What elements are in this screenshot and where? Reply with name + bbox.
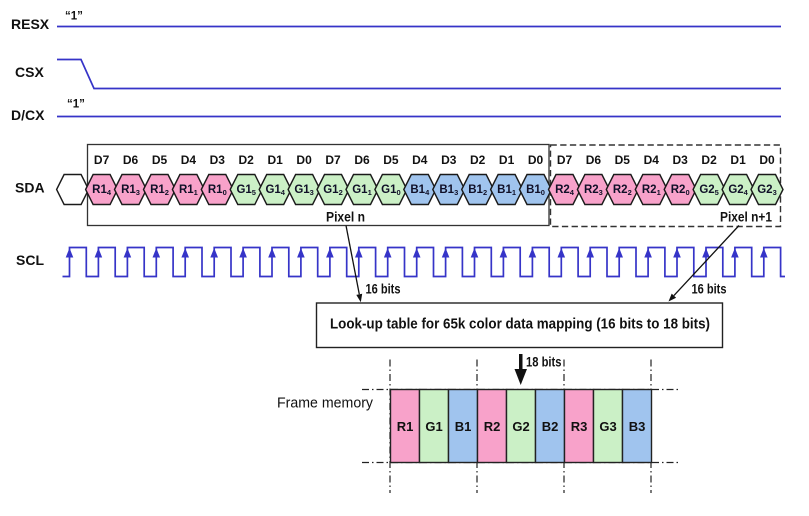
svg-text:“1”: “1” [67, 99, 85, 111]
svg-text:CSX: CSX [15, 64, 44, 80]
svg-text:16 bits: 16 bits [366, 282, 401, 297]
svg-text:D6: D6 [586, 153, 602, 167]
svg-text:D4: D4 [412, 153, 428, 167]
svg-text:R12: R12 [150, 184, 169, 197]
svg-text:R24: R24 [555, 184, 575, 197]
svg-text:D3: D3 [441, 153, 457, 167]
svg-text:B2: B2 [542, 419, 559, 434]
svg-text:D7: D7 [94, 153, 110, 167]
svg-text:D1: D1 [730, 153, 746, 167]
svg-text:D7: D7 [557, 153, 573, 167]
svg-text:Look-up table for 65k color da: Look-up table for 65k color data mapping… [330, 316, 710, 333]
svg-text:G15: G15 [236, 184, 256, 197]
svg-text:D0: D0 [296, 153, 312, 167]
svg-text:SCL: SCL [16, 252, 44, 268]
svg-text:R10: R10 [208, 184, 227, 197]
svg-text:“1”: “1” [65, 11, 83, 23]
svg-text:D4: D4 [181, 153, 197, 167]
svg-text:B10: B10 [526, 184, 545, 197]
svg-text:R21: R21 [642, 184, 661, 197]
svg-text:D6: D6 [354, 153, 370, 167]
svg-text:G13: G13 [294, 184, 314, 197]
svg-text:G14: G14 [265, 184, 285, 197]
svg-text:R1: R1 [397, 419, 414, 434]
svg-text:18 bits: 18 bits [526, 355, 562, 370]
svg-text:B14: B14 [410, 184, 430, 197]
svg-text:G1: G1 [425, 419, 442, 434]
svg-text:Pixel n: Pixel n [326, 210, 365, 225]
svg-text:R20: R20 [671, 184, 690, 197]
svg-text:R2: R2 [484, 419, 501, 434]
svg-text:D3: D3 [673, 153, 689, 167]
svg-text:D5: D5 [615, 153, 631, 167]
svg-text:D7: D7 [325, 153, 341, 167]
svg-text:B13: B13 [439, 184, 458, 197]
svg-text:D3: D3 [210, 153, 226, 167]
svg-text:D/CX: D/CX [11, 107, 45, 123]
svg-text:SDA: SDA [15, 180, 45, 196]
svg-text:R3: R3 [571, 419, 588, 434]
svg-text:D6: D6 [123, 153, 139, 167]
svg-text:G10: G10 [381, 184, 401, 197]
svg-text:R14: R14 [92, 184, 112, 197]
svg-text:B11: B11 [497, 184, 516, 197]
svg-text:Frame memory: Frame memory [277, 395, 373, 412]
svg-text:Pixel n+1: Pixel n+1 [720, 210, 772, 225]
svg-text:B3: B3 [629, 419, 646, 434]
svg-text:R22: R22 [613, 184, 632, 197]
svg-text:G24: G24 [728, 184, 748, 197]
svg-text:G2: G2 [512, 419, 529, 434]
svg-text:R13: R13 [121, 184, 140, 197]
svg-text:D2: D2 [701, 153, 717, 167]
svg-text:D5: D5 [383, 153, 399, 167]
svg-text:D1: D1 [268, 153, 284, 167]
svg-text:B12: B12 [468, 184, 487, 197]
svg-text:G11: G11 [352, 184, 372, 197]
svg-text:D1: D1 [499, 153, 515, 167]
svg-text:B1: B1 [455, 419, 472, 434]
svg-text:G3: G3 [599, 419, 616, 434]
svg-text:D2: D2 [470, 153, 486, 167]
svg-text:RESX: RESX [11, 16, 50, 32]
svg-text:16 bits: 16 bits [692, 282, 727, 297]
svg-text:G23: G23 [757, 184, 777, 197]
svg-text:D4: D4 [644, 153, 660, 167]
svg-text:G25: G25 [699, 184, 719, 197]
svg-text:D2: D2 [239, 153, 255, 167]
svg-text:D0: D0 [759, 153, 775, 167]
svg-text:R23: R23 [584, 184, 603, 197]
svg-text:D5: D5 [152, 153, 168, 167]
svg-text:R11: R11 [179, 184, 198, 197]
svg-text:D0: D0 [528, 153, 544, 167]
svg-text:G12: G12 [323, 184, 343, 197]
